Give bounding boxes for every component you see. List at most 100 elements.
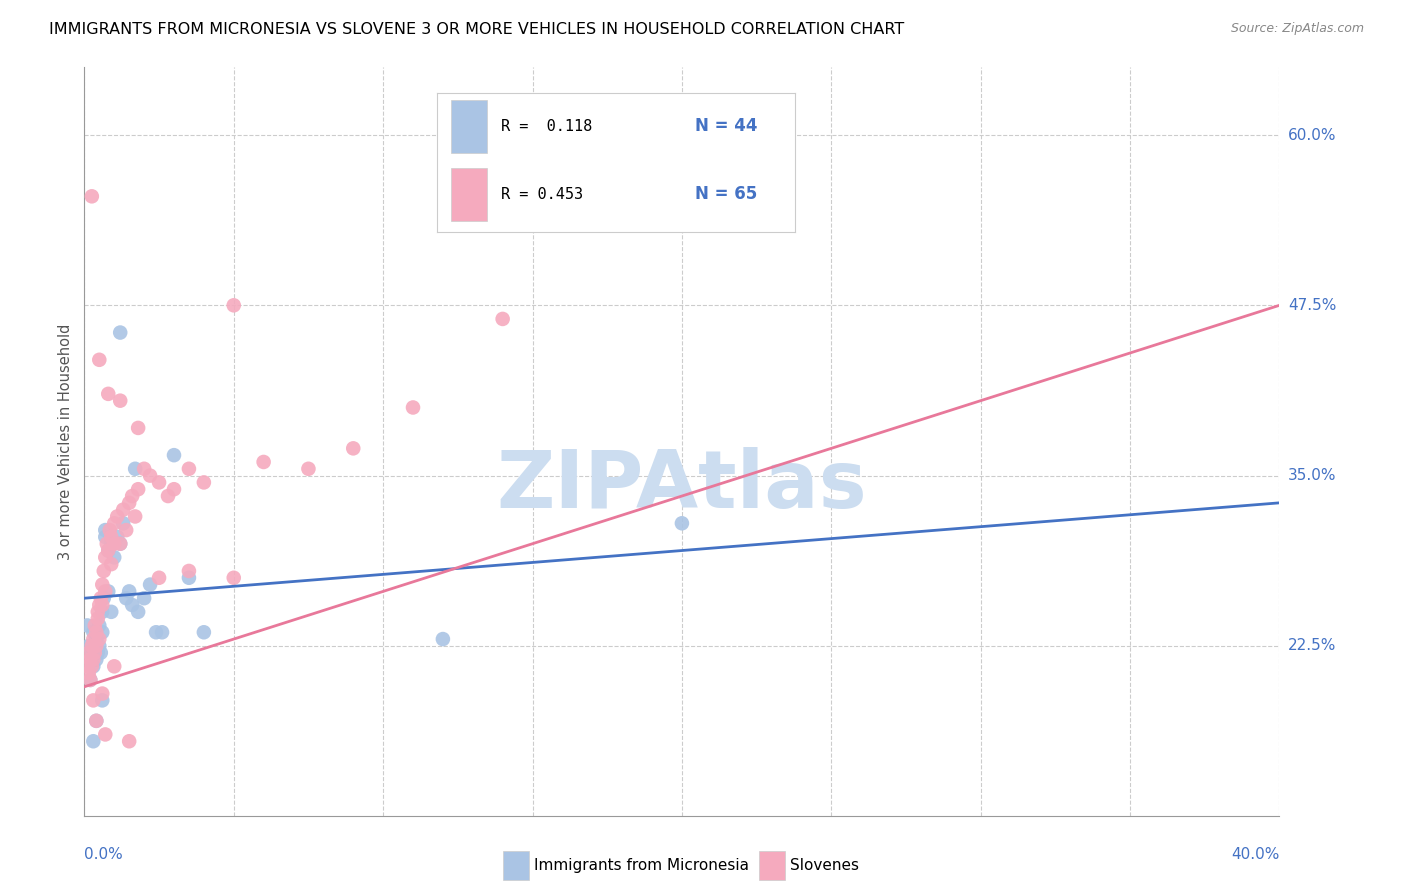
Text: 22.5%: 22.5%: [1288, 639, 1336, 653]
Point: [163, 448, 186, 462]
Point: [148, 571, 170, 585]
Point: [94, 584, 117, 599]
Point: [118, 496, 141, 510]
Point: [86, 632, 108, 646]
Point: [222, 298, 245, 312]
Point: [139, 468, 162, 483]
Point: [124, 509, 146, 524]
Point: [193, 475, 215, 490]
Point: [127, 421, 149, 435]
Point: [80, 639, 103, 653]
Point: [82, 693, 104, 707]
Point: [145, 625, 167, 640]
Text: Source: ZipAtlas.com: Source: ZipAtlas.com: [1230, 22, 1364, 36]
Point: [91, 687, 114, 701]
Point: [110, 537, 132, 551]
Point: [100, 530, 122, 544]
Point: [79, 652, 101, 666]
Point: [83, 646, 105, 660]
Y-axis label: 3 or more Vehicles in Household: 3 or more Vehicles in Household: [58, 324, 73, 559]
Point: [103, 659, 125, 673]
Point: [90, 646, 112, 660]
Point: [118, 734, 141, 748]
Point: [77, 666, 100, 681]
Point: [89, 632, 111, 646]
Point: [100, 605, 122, 619]
Point: [297, 462, 319, 476]
Point: [112, 502, 135, 516]
Point: [91, 693, 114, 707]
Point: [93, 591, 115, 606]
Text: ZIPAtlas: ZIPAtlas: [496, 448, 868, 525]
Point: [86, 639, 108, 653]
Point: [94, 523, 117, 537]
Point: [342, 442, 364, 456]
Point: [127, 605, 149, 619]
Point: [83, 646, 105, 660]
Point: [82, 734, 104, 748]
Point: [432, 632, 454, 646]
Point: [150, 625, 173, 640]
Point: [127, 482, 149, 496]
Point: [94, 550, 117, 565]
Point: [222, 571, 245, 585]
Text: 40.0%: 40.0%: [1232, 847, 1279, 862]
Point: [105, 530, 128, 544]
Point: [86, 652, 108, 666]
Point: [118, 584, 141, 599]
Text: 0.0%: 0.0%: [84, 847, 124, 862]
Point: [163, 482, 186, 496]
Point: [77, 639, 100, 653]
Point: [89, 618, 111, 632]
Point: [96, 537, 118, 551]
Point: [110, 393, 132, 408]
Point: [93, 564, 115, 578]
Text: Immigrants from Micronesia: Immigrants from Micronesia: [534, 858, 749, 872]
Point: [115, 591, 138, 606]
Point: [82, 652, 104, 666]
Point: [492, 312, 515, 326]
Point: [132, 591, 156, 606]
Point: [89, 639, 111, 653]
Point: [82, 625, 104, 640]
Point: [98, 523, 121, 537]
Point: [103, 550, 125, 565]
Point: [89, 598, 111, 612]
Point: [402, 401, 425, 415]
Point: [103, 537, 125, 551]
Point: [139, 577, 162, 591]
Point: [112, 516, 135, 531]
Text: IMMIGRANTS FROM MICRONESIA VS SLOVENE 3 OR MORE VEHICLES IN HOUSEHOLD CORRELATIO: IMMIGRANTS FROM MICRONESIA VS SLOVENE 3 …: [49, 22, 904, 37]
Point: [671, 516, 693, 531]
Point: [177, 564, 200, 578]
Point: [115, 523, 138, 537]
Point: [79, 673, 101, 687]
Point: [87, 605, 110, 619]
Point: [97, 387, 120, 401]
Point: [91, 605, 114, 619]
Point: [110, 326, 132, 340]
Text: Slovenes: Slovenes: [790, 858, 859, 872]
Point: [177, 571, 200, 585]
Point: [79, 673, 101, 687]
Point: [157, 489, 180, 503]
Point: [86, 714, 108, 728]
Point: [91, 625, 114, 640]
Point: [100, 537, 122, 551]
Point: [76, 659, 98, 673]
Point: [100, 557, 122, 571]
Point: [148, 475, 170, 490]
Point: [87, 612, 110, 626]
Point: [89, 352, 111, 367]
Point: [97, 543, 120, 558]
Text: 60.0%: 60.0%: [1288, 128, 1336, 143]
Point: [76, 618, 98, 632]
Point: [193, 625, 215, 640]
Point: [83, 618, 105, 632]
Point: [105, 509, 128, 524]
Point: [82, 632, 104, 646]
Point: [103, 516, 125, 531]
Point: [91, 598, 114, 612]
Text: 47.5%: 47.5%: [1288, 298, 1336, 313]
Point: [80, 646, 103, 660]
